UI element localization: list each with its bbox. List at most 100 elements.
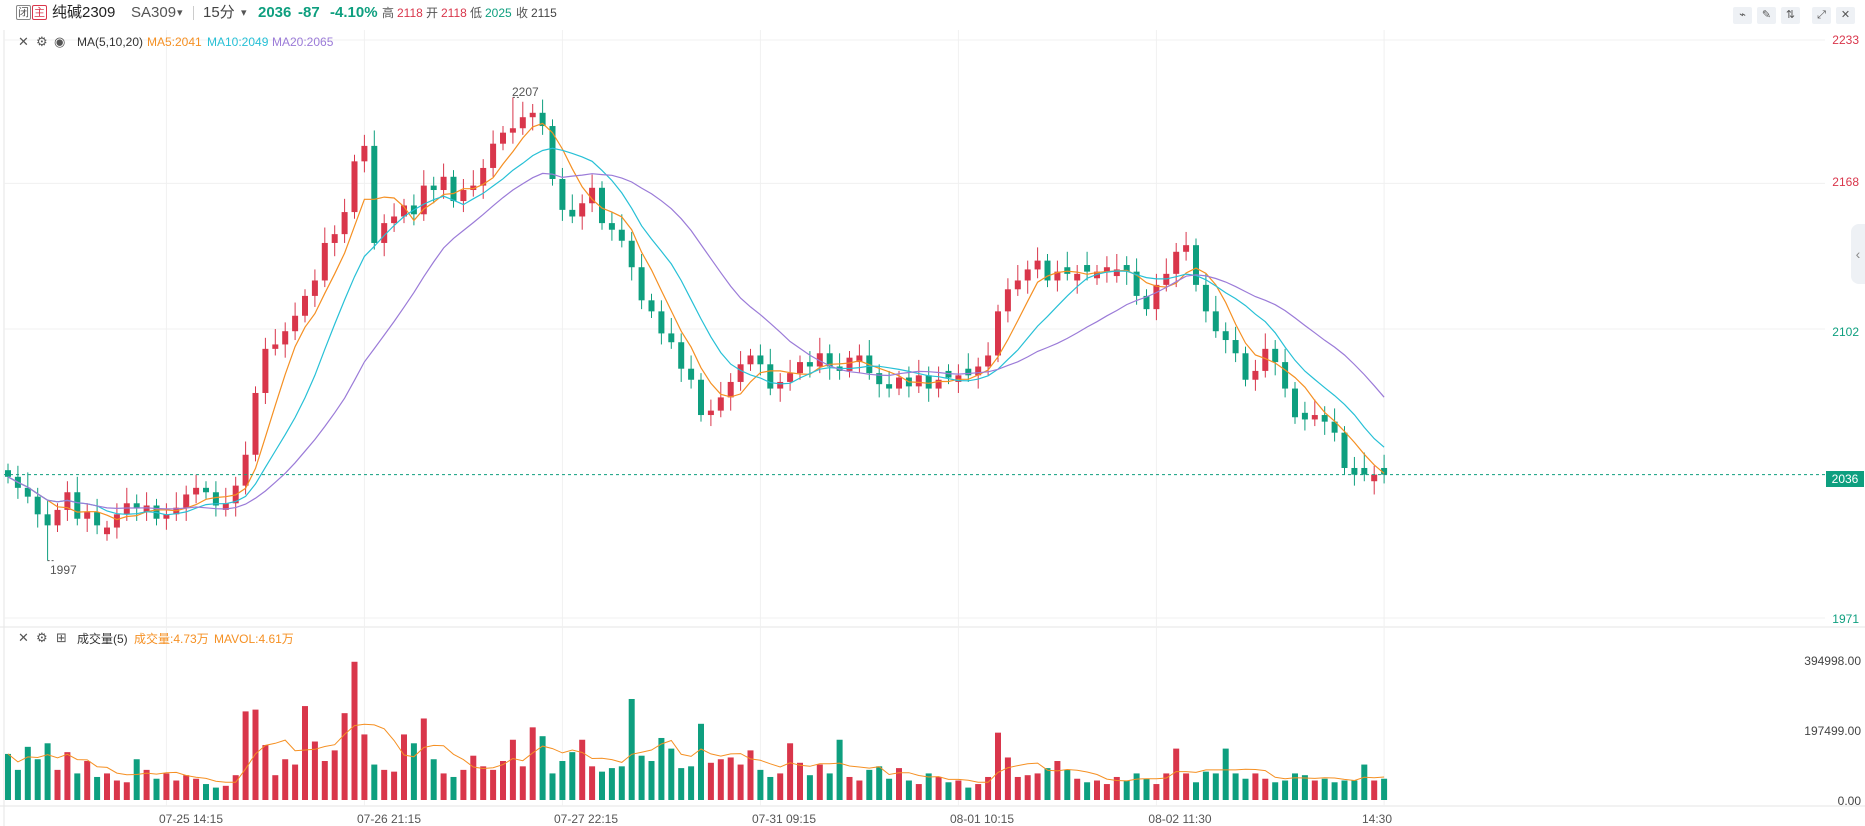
candle-body	[519, 117, 526, 129]
candle-body	[846, 357, 853, 371]
volume-bar	[1123, 780, 1130, 800]
volume-bar	[420, 718, 427, 800]
volume-bar	[549, 773, 556, 800]
candle-body	[1272, 348, 1279, 363]
candle-body	[955, 375, 962, 382]
candle-body	[1143, 295, 1150, 310]
candle-body	[618, 229, 625, 241]
candle-body	[965, 368, 972, 376]
candle-body	[252, 392, 259, 455]
candle-body	[1282, 362, 1289, 389]
volume-bar	[975, 784, 982, 800]
ma5-legend: MA5:2041	[147, 35, 202, 49]
volume-bar	[539, 736, 546, 800]
candle-body	[292, 315, 299, 332]
candle-body	[183, 494, 190, 508]
max-price-label: 2207	[512, 85, 539, 99]
candle-body	[589, 187, 596, 204]
eye-icon[interactable]: ◉	[54, 34, 66, 49]
volume-bar	[123, 782, 130, 800]
candle-body	[985, 355, 992, 367]
candle-body	[74, 492, 81, 519]
volume-bar	[5, 753, 11, 800]
volume-bar	[777, 773, 784, 800]
candle-body	[361, 145, 368, 162]
candle-body	[1193, 245, 1199, 285]
volume-bar	[717, 759, 724, 800]
interval-select[interactable]: 15分	[203, 4, 235, 21]
volume-bar	[153, 778, 160, 800]
chevron-left-icon[interactable]: ‹	[1851, 224, 1865, 284]
volume-bar	[34, 759, 41, 800]
gear-icon[interactable]: ⚙	[36, 630, 48, 645]
candle-body	[1361, 467, 1368, 475]
header-bar: 闭 主 纯碱2309 SA309 ▾ 15分 ▾ 2036 -87 -4.10%…	[0, 0, 1865, 26]
volume-bar	[311, 741, 318, 800]
candle-body	[1034, 260, 1041, 270]
volume-bar	[866, 769, 873, 800]
candle-body	[133, 503, 140, 508]
volume-bar	[1094, 780, 1100, 800]
candle-body	[707, 410, 714, 416]
close-icon[interactable]: ✕	[18, 34, 29, 49]
volume-bar	[490, 769, 497, 800]
volume-bar	[450, 776, 457, 800]
candle-body	[1064, 267, 1071, 274]
candle-body	[1321, 415, 1328, 422]
ma-legend-title: MA(5,10,20)	[77, 35, 144, 49]
volume-bar	[321, 761, 328, 800]
candle-body	[371, 145, 378, 243]
candle-body	[1054, 271, 1061, 281]
volume-bar	[183, 775, 190, 800]
candle-body	[1381, 467, 1388, 475]
volume-bar	[460, 769, 467, 800]
volume-bar	[1212, 773, 1219, 800]
volume-bar	[1272, 782, 1279, 800]
volume-bar	[648, 761, 655, 800]
symbol-name[interactable]: 纯碱2309	[52, 4, 116, 21]
close-value: 2115	[531, 6, 557, 20]
volume-bar	[391, 771, 398, 800]
volume-bar	[44, 743, 51, 800]
symbol-code[interactable]: SA309	[131, 4, 177, 21]
volume-bar	[1321, 778, 1328, 800]
ma20-line	[7, 172, 1385, 510]
volume-legend-value: 成交量:4.73万	[134, 632, 209, 646]
candle-body	[1044, 260, 1051, 281]
volume-bar	[64, 752, 71, 800]
chevron-down-icon[interactable]: ▾	[177, 7, 183, 19]
candle-body	[717, 397, 724, 411]
candle-toggle-icon[interactable]: ⇅	[1781, 7, 1800, 24]
volume-bar	[589, 766, 596, 800]
volume-bar	[163, 773, 170, 800]
line-chart-icon[interactable]: ⌁	[1733, 7, 1752, 24]
volume-bar	[1014, 776, 1021, 800]
candle-body	[54, 509, 61, 526]
candle-body	[1014, 280, 1021, 290]
price-change-pct: -4.10%	[330, 4, 378, 21]
separator	[193, 6, 194, 20]
volume-bar	[1341, 780, 1348, 800]
gear-icon[interactable]: ⚙	[36, 34, 48, 49]
open-value: 2118	[441, 6, 467, 20]
candle-body	[1311, 415, 1318, 420]
candle-body	[1133, 271, 1140, 296]
volume-bar	[1381, 778, 1388, 800]
expand-icon[interactable]: ⤢	[1812, 7, 1831, 24]
candle-body	[658, 311, 665, 334]
volume-bar	[1064, 769, 1071, 800]
pencil-icon[interactable]: ✎	[1757, 7, 1776, 24]
chevron-down-icon[interactable]: ▾	[241, 7, 247, 19]
add-indicator-icon[interactable]: ⊞	[56, 630, 67, 645]
volume-bar	[1004, 757, 1011, 800]
close-icon[interactable]: ✕	[1836, 7, 1855, 24]
volume-bar	[1044, 768, 1051, 800]
low-label: 低	[470, 6, 483, 20]
candle-body	[44, 514, 51, 526]
volume-bar	[896, 768, 902, 800]
volume-bar	[14, 769, 21, 800]
volume-bar	[470, 755, 477, 800]
close-icon[interactable]: ✕	[18, 630, 29, 645]
volume-bar	[1331, 782, 1338, 800]
